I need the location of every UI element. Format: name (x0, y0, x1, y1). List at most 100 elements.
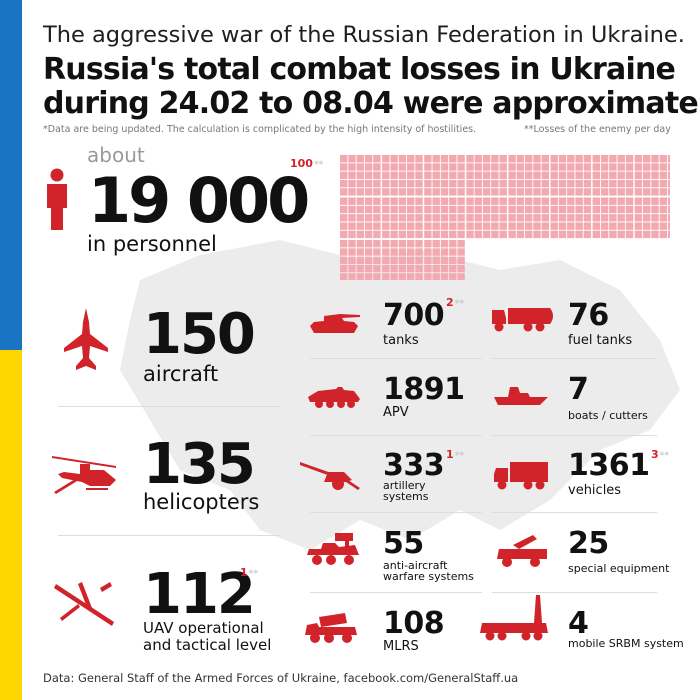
artillery-label-line-2: systems (383, 490, 429, 503)
apv-label: APV (383, 405, 409, 420)
personnel-unit-cell (340, 163, 348, 171)
anti-aircraft-count: 55 (383, 526, 424, 561)
personnel-unit-cell (373, 264, 381, 273)
personnel-unit-cell (600, 179, 609, 188)
personnel-unit-cell (634, 214, 643, 222)
personnel-unit-cell (550, 214, 558, 222)
personnel-unit-cell (617, 197, 625, 205)
personnel-unit-cell (474, 155, 482, 163)
personnel-unit-cell (382, 171, 390, 179)
personnel-unit-cell (575, 214, 583, 222)
personnel-unit-cell (609, 230, 617, 239)
personnel-unit-cell (424, 171, 432, 179)
personnel-unit-cell (382, 155, 390, 163)
personnel-unit-cell (508, 197, 516, 205)
personnel-unit-cell (474, 214, 482, 222)
personnel-unit-cell (482, 171, 491, 179)
personnel-unit-cell (558, 171, 567, 179)
personnel-unit-cell (600, 230, 609, 239)
personnel-unit-cell (474, 179, 482, 188)
personnel-unit-cell (525, 205, 533, 214)
personnel-unit-cell (340, 248, 348, 256)
personnel-unit-cell (625, 205, 634, 214)
personnel-unit-cell (651, 163, 659, 171)
personnel-unit-cell (651, 205, 659, 214)
personnel-unit-cell (482, 155, 491, 163)
personnel-unit-cell (600, 171, 609, 179)
personnel-unit-cell (449, 264, 457, 273)
personnel-unit-cell (643, 171, 651, 179)
personnel-unit-cell (440, 163, 449, 171)
personnel-unit-cell (659, 179, 667, 188)
personnel-unit-cell (348, 230, 356, 239)
personnel-unit-cell (643, 155, 651, 163)
divider (492, 512, 657, 513)
personnel-unit-cell (474, 197, 482, 205)
personnel-unit-cell (617, 171, 625, 179)
personnel-unit-cell (424, 188, 432, 196)
personnel-unit-cell (592, 230, 600, 239)
personnel-unit-cell (558, 188, 567, 196)
personnel-unit-cell (558, 222, 567, 230)
personnel-unit-cell (474, 188, 482, 196)
personnel-unit-cell (390, 163, 398, 171)
personnel-unit-cell (364, 230, 373, 239)
personnel-unit-cell (541, 171, 549, 179)
personnel-unit-cell (533, 214, 541, 222)
personnel-unit-cell (364, 197, 373, 205)
personnel-unit-cell (651, 171, 659, 179)
personnel-unit-cell (364, 163, 373, 171)
personnel-unit-cell (449, 214, 457, 222)
anti-aircraft-label-line-2: warfare systems (383, 570, 474, 583)
personnel-unit-cell (575, 205, 583, 214)
personnel-unit-cell (398, 179, 407, 188)
personnel-unit-cell (508, 230, 516, 239)
personnel-unit-cell (382, 188, 390, 196)
personnel-unit-cell (558, 197, 567, 205)
personnel-unit-cell (440, 240, 449, 248)
personnel-unit-cell (625, 222, 634, 230)
personnel-unit-cell (440, 171, 449, 179)
personnel-unit-cell (508, 222, 516, 230)
personnel-unit-cell (609, 205, 617, 214)
personnel-unit-cell (491, 163, 499, 171)
personnel-unit-cell (348, 240, 356, 248)
personnel-unit-cell (567, 188, 575, 196)
personnel-unit-cell (449, 188, 457, 196)
special-equipment-label: special equipment (568, 562, 670, 575)
personnel-unit-cell (348, 264, 356, 273)
personnel-unit-cell (390, 155, 398, 163)
personnel-unit-cell (432, 214, 440, 222)
personnel-unit-cell (466, 188, 474, 196)
personnel-unit-cell (373, 248, 381, 256)
personnel-unit-cell (516, 163, 525, 171)
personnel-unit-cell (583, 155, 592, 163)
personnel-unit-cell (390, 256, 398, 264)
personnel-unit-cell (466, 205, 474, 214)
personnel-unit-cell (398, 230, 407, 239)
personnel-unit-cell (356, 222, 364, 230)
boats-count: 7 (568, 372, 589, 407)
personnel-unit-cell (340, 240, 348, 248)
personnel-unit-cell (432, 264, 440, 273)
personnel-unit-cell (558, 163, 567, 171)
tanks-count: 700 (383, 298, 445, 333)
personnel-unit-cell (364, 222, 373, 230)
personnel-unit-cell (398, 197, 407, 205)
personnel-unit-cell (449, 230, 457, 239)
personnel-unit-cell (424, 230, 432, 239)
personnel-unit-cell (390, 222, 398, 230)
personnel-unit-cell (449, 179, 457, 188)
personnel-unit-cell (617, 188, 625, 196)
personnel-unit-cell (424, 197, 432, 205)
apv-icon (308, 387, 360, 408)
personnel-unit-cell (356, 155, 364, 163)
personnel-unit-cell (466, 197, 474, 205)
personnel-unit-cell (625, 155, 634, 163)
personnel-unit-cell (643, 222, 651, 230)
personnel-unit-cell (575, 230, 583, 239)
personnel-unit-cell (390, 205, 398, 214)
personnel-unit-cell (525, 214, 533, 222)
personnel-unit-cell (516, 230, 525, 239)
personnel-unit-cell (634, 179, 643, 188)
